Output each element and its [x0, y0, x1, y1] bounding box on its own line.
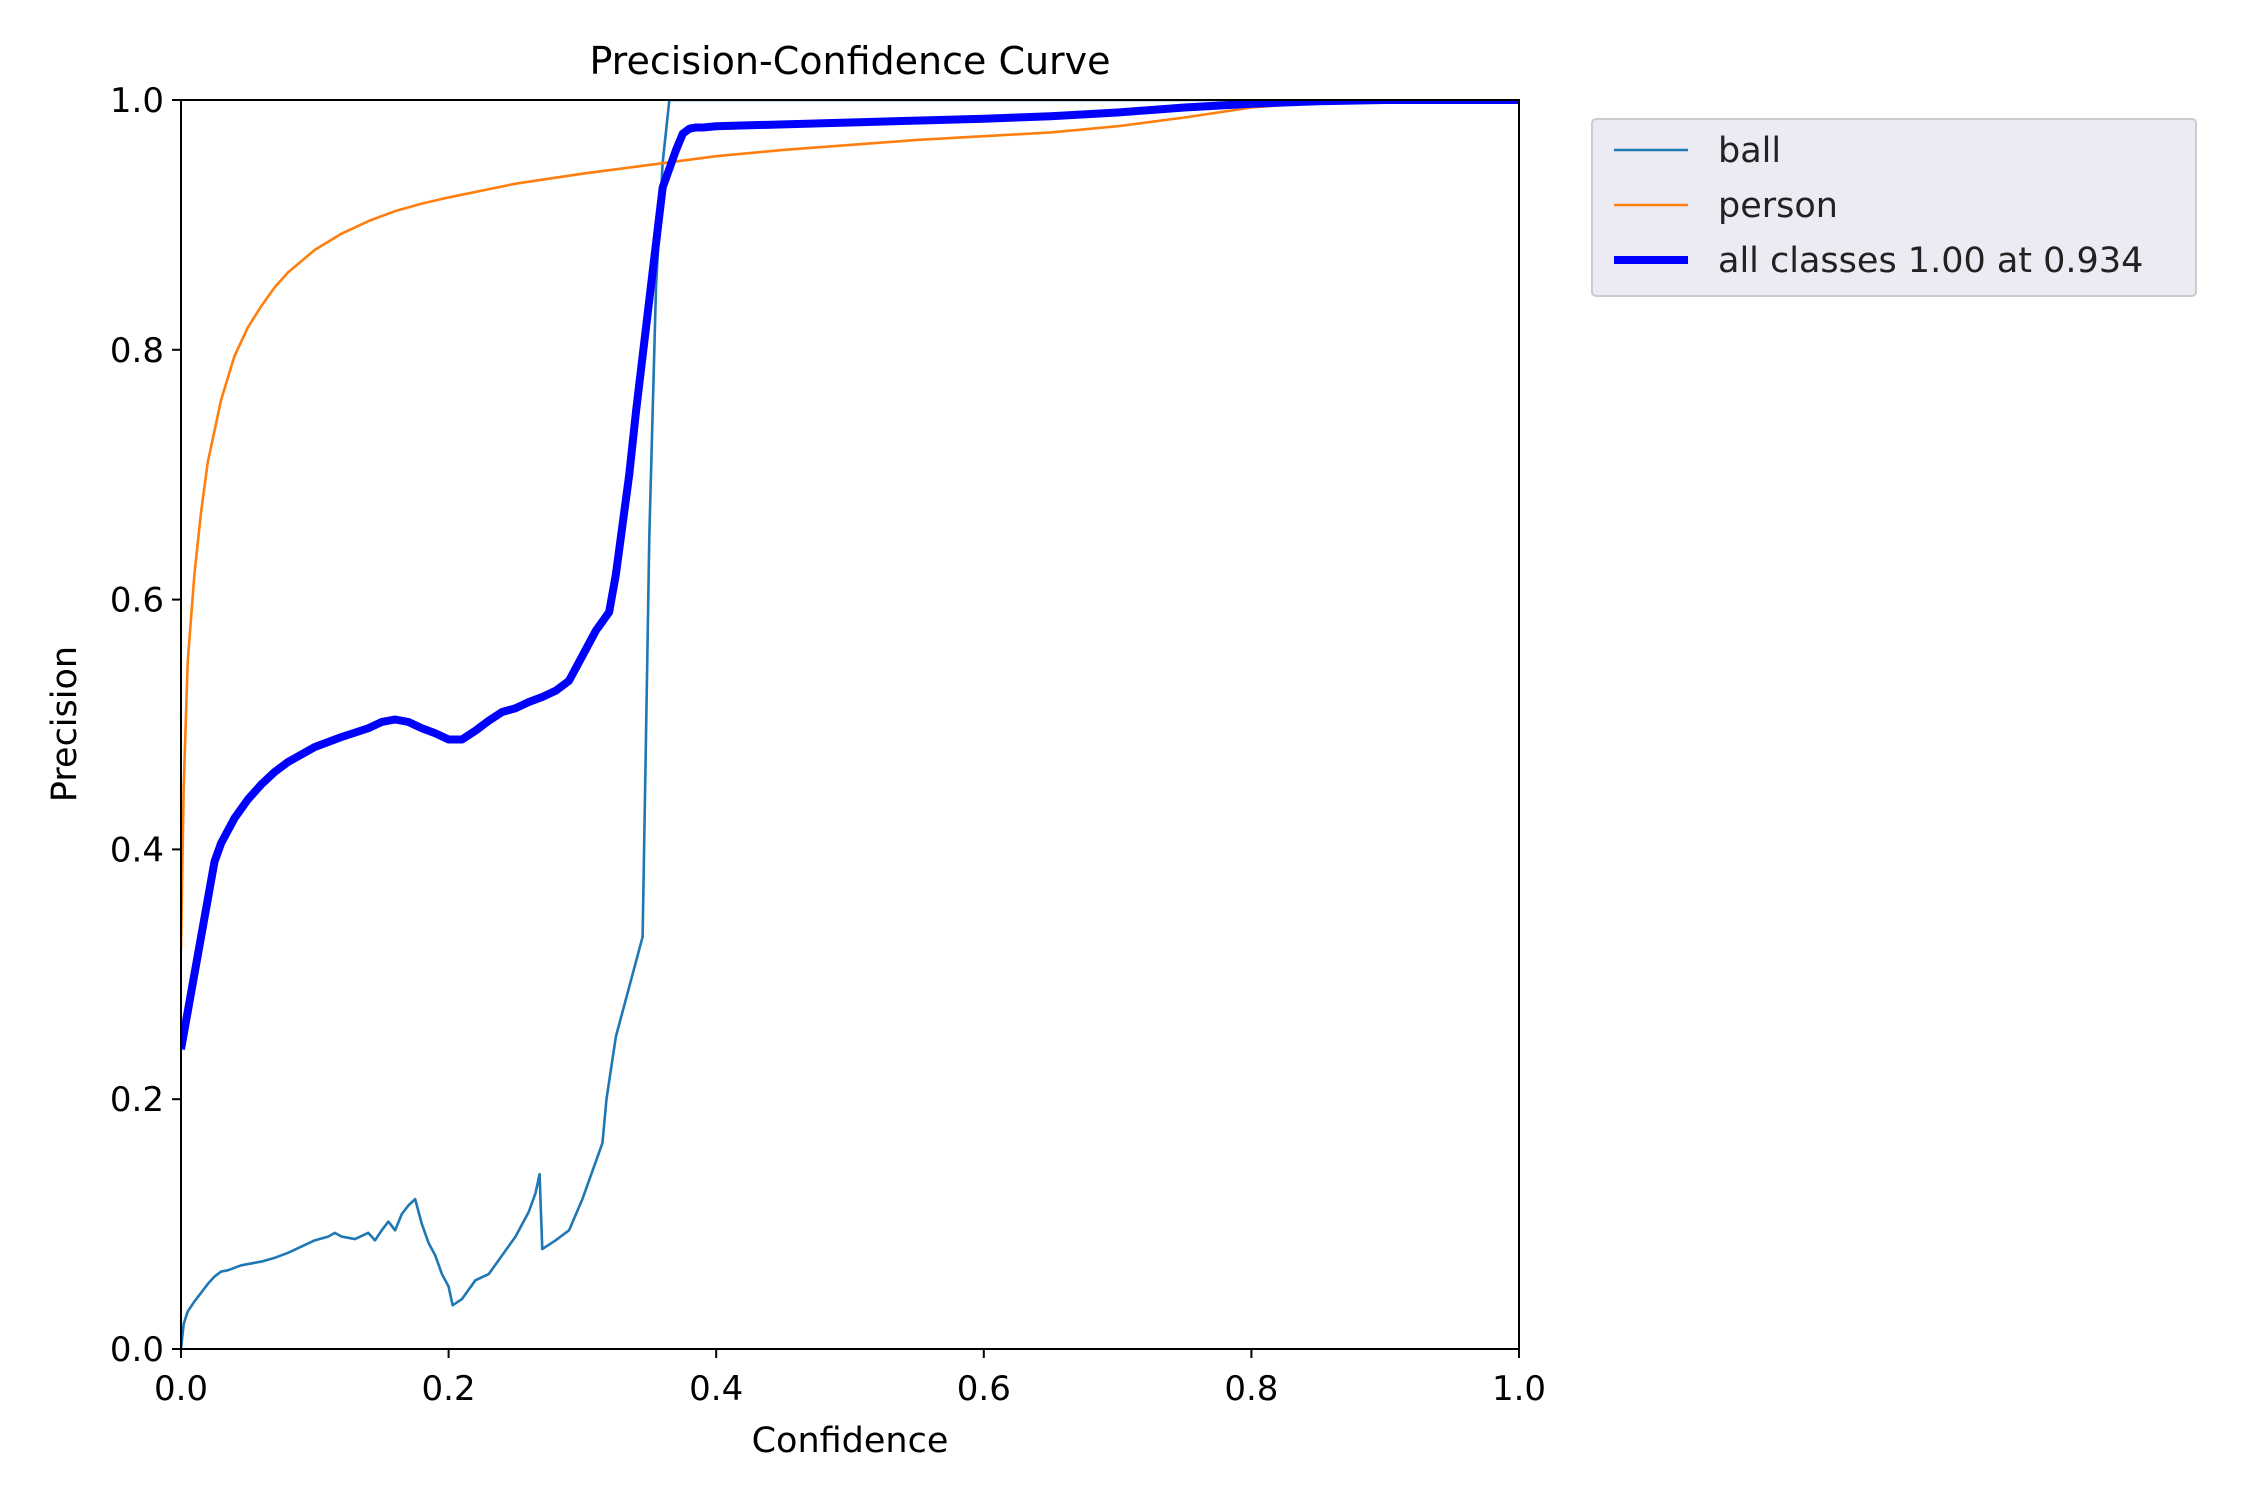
x-tick-label: 1.0 [1492, 1369, 1546, 1409]
x-axis-ticks: 0.0 0.2 0.4 0.6 0.8 1.0 [154, 1349, 1546, 1409]
x-tick-label: 0.4 [689, 1369, 743, 1409]
chart-title: Precision-Confidence Curve [589, 39, 1110, 83]
y-tick-label: 0.8 [110, 331, 164, 371]
y-tick-label: 0.2 [110, 1080, 164, 1120]
series-line-all-classes-1-00-at-0-934 [181, 100, 1519, 1050]
x-axis-label: Confidence [752, 1421, 949, 1461]
series-layer [181, 100, 1519, 1349]
series-line-person [181, 100, 1519, 950]
plot-area [180, 99, 1520, 1350]
x-tick-label: 0.6 [957, 1369, 1011, 1409]
legend: ball person all classes 1.00 at 0.934 [1591, 118, 2197, 297]
legend-box [1591, 118, 2197, 297]
legend-entries: ball person all classes 1.00 at 0.934 [1614, 131, 2143, 281]
legend-label-ball: ball [1718, 131, 1781, 171]
y-tick-label: 0.4 [110, 830, 164, 870]
x-tick-label: 0.0 [154, 1369, 208, 1409]
x-tick-label: 0.8 [1224, 1369, 1278, 1409]
y-axis-ticks: 0.0 0.2 0.4 0.6 0.8 1.0 [110, 81, 181, 1370]
x-tick-label: 0.2 [422, 1369, 476, 1409]
y-tick-label: 0.0 [110, 1330, 164, 1370]
plot-frame [180, 99, 1520, 1350]
legend-label-person: person [1718, 186, 1838, 226]
y-tick-label: 0.6 [110, 581, 164, 621]
legend-label-all-classes-1-00-at-0-934: all classes 1.00 at 0.934 [1718, 241, 2143, 281]
series-line-ball [181, 100, 1519, 1349]
y-tick-label: 1.0 [110, 81, 164, 121]
y-axis-label: Precision [45, 646, 85, 802]
